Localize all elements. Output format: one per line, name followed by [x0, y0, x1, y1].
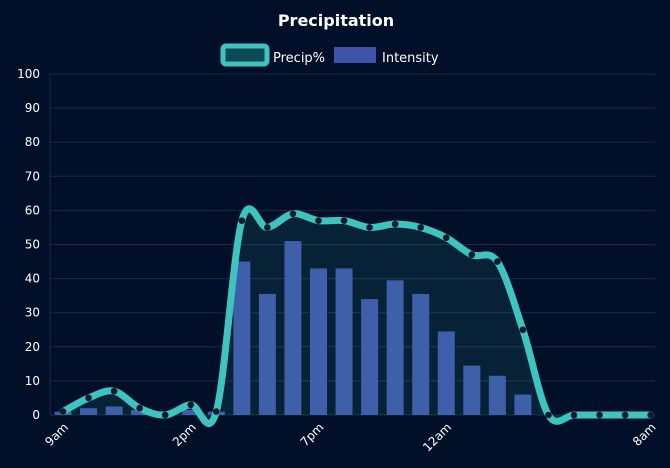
precip-point [596, 411, 603, 419]
legend-label-intensity: Intensity [382, 51, 439, 66]
intensity-bars [54, 241, 532, 415]
intensity-bar [233, 261, 251, 415]
precip-point [187, 401, 195, 409]
precip-point [417, 224, 425, 231]
y-tick-label: 90 [25, 101, 40, 115]
precip-point [391, 220, 399, 228]
intensity-bar [80, 408, 98, 415]
precip-point [519, 326, 527, 334]
y-tick-label: 20 [25, 340, 40, 354]
precip-line [59, 205, 655, 427]
intensity-bar [131, 409, 149, 415]
precip-point [442, 234, 450, 241]
y-tick-label: 80 [25, 135, 40, 149]
intensity-bar [105, 406, 123, 415]
precip-point [545, 411, 552, 419]
intensity-bar [258, 293, 276, 415]
precip-point [264, 224, 271, 231]
precip-point [570, 411, 578, 419]
x-tick-label: 8am [630, 420, 659, 449]
legend-label-precip: Precip% [273, 51, 325, 66]
y-tick-label: 60 [25, 203, 40, 217]
precip-area [63, 208, 651, 424]
y-tick-label: 0 [32, 408, 40, 422]
precip-point [136, 404, 143, 412]
precip-point [110, 387, 118, 395]
legend-swatch-intensity [334, 47, 376, 63]
y-tick-label: 50 [25, 238, 40, 252]
intensity-bar [463, 365, 481, 415]
legend-swatch-precip [220, 43, 270, 67]
y-axis-ticks: 0 10 20 30 40 50 60 70 80 90 100 [17, 67, 40, 422]
precip-point [366, 224, 373, 231]
precip-point [468, 251, 476, 259]
y-tick-label: 100 [17, 67, 40, 81]
y-tick-label: 30 [25, 306, 40, 320]
x-tick-label: 2pm [170, 420, 199, 449]
precip-point [59, 408, 67, 415]
intensity-bar [310, 268, 327, 415]
intensity-bar [182, 409, 200, 415]
precip-point [85, 394, 92, 402]
intensity-bar [437, 331, 455, 415]
y-tick-label: 40 [25, 272, 40, 286]
intensity-bar [386, 280, 404, 415]
intensity-bar [361, 299, 379, 415]
precip-point [647, 411, 654, 419]
legend[interactable]: Precip% Intensity [220, 43, 439, 67]
precip-point [289, 210, 297, 218]
x-tick-label: 7pm [298, 420, 327, 449]
intensity-bar [284, 241, 302, 415]
precip-point [213, 408, 220, 415]
chart-title: Precipitation [278, 11, 394, 30]
intensity-bar [488, 375, 506, 415]
precip-point [161, 411, 169, 419]
x-axis-ticks: 9am 2pm 7pm 12am 8am [42, 420, 658, 454]
x-tick-label: 9am [42, 420, 71, 449]
precip-point [621, 411, 629, 419]
intensity-bar [335, 268, 353, 415]
precip-point [315, 217, 322, 224]
intensity-bar [514, 394, 532, 415]
x-tick-label: 12am [420, 420, 454, 454]
intensity-bar [412, 293, 430, 415]
precip-point [340, 217, 348, 224]
precip-point [238, 217, 246, 224]
y-tick-label: 70 [25, 169, 40, 183]
precip-point [494, 258, 501, 265]
y-tick-label: 10 [25, 374, 40, 388]
